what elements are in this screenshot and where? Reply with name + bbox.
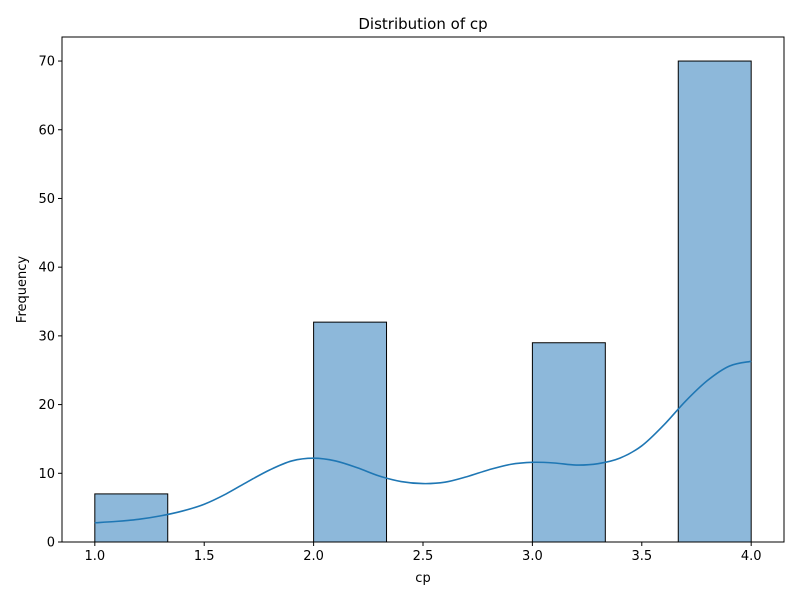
y-tick-label: 60 — [38, 123, 55, 138]
x-tick-label: 1.0 — [84, 549, 105, 564]
y-tick-label: 10 — [38, 467, 55, 482]
histogram-bar-3 — [313, 321, 388, 543]
chart-title: Distribution of cp — [358, 15, 487, 33]
y-axis-label: Frequency — [15, 256, 30, 323]
histogram-bar-0 — [94, 493, 169, 543]
y-tick-label: 70 — [38, 55, 55, 70]
x-axis-ticks: 1.0 1.5 2.0 2.5 3.0 3.5 4.0 — [84, 542, 762, 564]
y-tick-label: 20 — [38, 398, 55, 413]
y-tick-label: 0 — [47, 536, 55, 551]
bars-group — [94, 60, 752, 543]
x-tick-label: 2.5 — [413, 549, 434, 564]
histogram-bar-6 — [531, 342, 606, 543]
x-tick-label: 2.0 — [303, 549, 324, 564]
x-tick-label: 4.0 — [741, 549, 762, 564]
histogram-bar-8 — [677, 60, 752, 543]
x-axis-label: cp — [415, 571, 430, 586]
kde-line — [94, 360, 752, 524]
x-tick-label: 3.0 — [522, 549, 543, 564]
y-tick-label: 40 — [38, 261, 55, 276]
y-tick-label: 50 — [38, 192, 55, 207]
plot-frame — [61, 36, 785, 543]
x-tick-label: 1.5 — [194, 549, 215, 564]
y-tick-label: 30 — [38, 329, 55, 344]
y-axis-ticks: 0 10 20 30 40 50 60 70 — [38, 55, 62, 551]
kde-group — [94, 360, 752, 524]
x-tick-label: 3.5 — [631, 549, 652, 564]
